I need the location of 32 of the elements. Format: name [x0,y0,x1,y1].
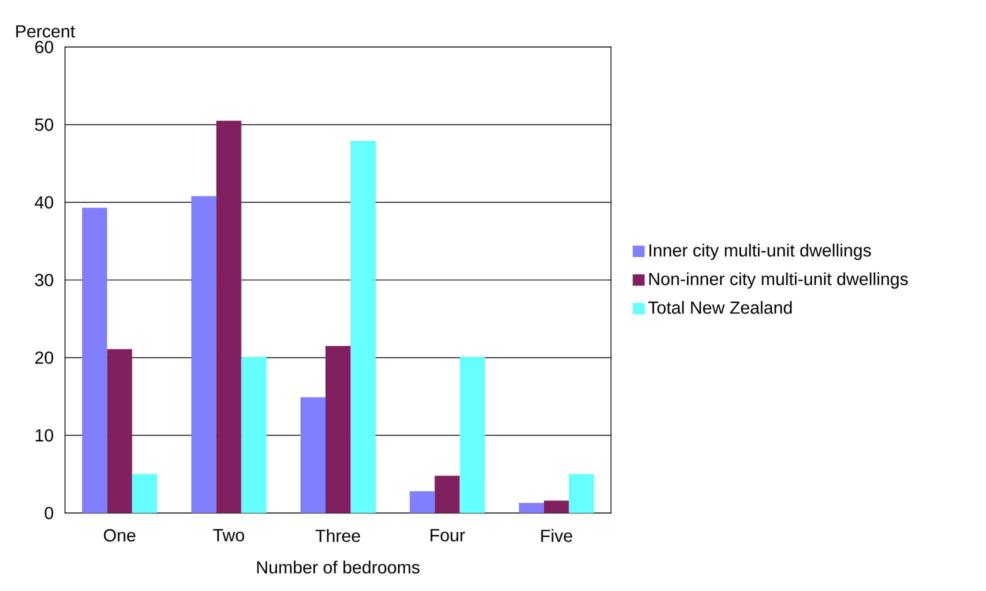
bar [107,349,132,514]
bar [434,476,460,514]
x-axis-title: Number of bedrooms [257,560,420,574]
bar [544,500,569,514]
y-tick-label: 0 [44,506,54,520]
bar [82,208,108,514]
bar [410,491,435,514]
legend-label: Inner city multi-unit dwellings [650,244,871,260]
bar [132,474,158,514]
bar [350,140,376,514]
bar [300,397,326,514]
bar [216,120,242,514]
y-tick-label: 30 [35,274,54,286]
bar [518,502,544,514]
y-axis-title: Percent [16,25,76,38]
y-tick-label: 60 [35,40,54,54]
x-tick-label: One [104,529,136,542]
bar [241,356,266,514]
y-tick-label: 20 [35,351,54,364]
x-tick-label: Two [213,529,244,542]
bar [460,356,485,514]
bar [568,474,594,514]
y-tick-label: 40 [34,196,54,209]
bar [326,346,351,514]
y-tick-label: 50 [35,118,54,131]
x-tick-label: Five [541,529,572,542]
legend-label: Total New Zealand [648,300,792,314]
x-tick-label: Four [430,529,465,542]
y-tick-label: 10 [36,429,54,442]
legend-label: Non-inner city multi-unit dwellings [649,272,908,289]
x-tick-label: Three [316,529,360,542]
bar [191,196,216,514]
